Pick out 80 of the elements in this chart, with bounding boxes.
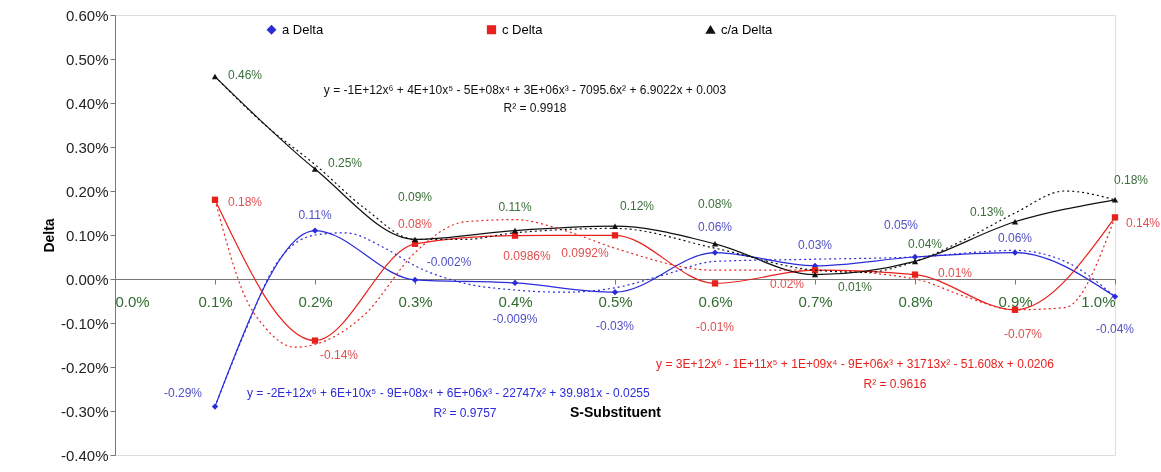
point (711, 241, 719, 247)
x-tick-label: 0.3% (398, 292, 433, 310)
point (1111, 197, 1119, 203)
x-axis-title: S-Substituent (570, 404, 662, 421)
annotation: R² = 0.9616 (863, 377, 927, 391)
data-label: -0.29% (163, 385, 203, 400)
legend-label: a Delta (282, 21, 324, 37)
x-tick-label: 0.1% (198, 292, 233, 310)
data-label: 0.01% (837, 279, 873, 294)
data-label: 0.14% (1125, 216, 1161, 231)
point (511, 279, 519, 287)
y-tick-label: 0.60% (65, 6, 109, 24)
x-tick-label: 0.2% (298, 292, 333, 310)
x-tick-label: 0.8% (898, 292, 933, 310)
point (1011, 219, 1019, 225)
data-label: -0.01% (695, 320, 735, 335)
data-label: 0.08% (397, 216, 433, 231)
point (311, 166, 319, 172)
data-label: 0.09% (397, 190, 433, 205)
annotation: y = -2E+12x⁶ + 6E+10x⁵ - 9E+08x⁴ + 6E+06x³ - 22747x² + 39.981x - 0.0255 (247, 386, 650, 400)
point (311, 227, 319, 234)
x-tick-label: 0.5% (598, 292, 633, 310)
point (711, 249, 719, 256)
legend-label: c Delta (502, 21, 544, 37)
point (611, 289, 619, 296)
x-tick-label: 0.6% (698, 292, 733, 310)
data-label: 0.12% (619, 199, 655, 214)
data-label: -0.07% (1003, 326, 1043, 341)
point (911, 271, 919, 278)
y-axis-title: Delta (40, 218, 57, 253)
data-label: 0.0992% (561, 246, 610, 261)
data-label: 0.25% (327, 156, 363, 170)
data-label: -0.03% (595, 319, 635, 334)
data-label: -0.14% (319, 347, 359, 362)
point (611, 232, 619, 239)
data-label: 0.11% (298, 207, 332, 222)
data-label: 0.01% (937, 265, 973, 280)
point (611, 223, 619, 229)
y-tick-label: 0.10% (65, 226, 109, 244)
y-tick-label: 0.20% (65, 182, 109, 200)
data-label: 0.46% (227, 67, 263, 82)
point (411, 276, 419, 284)
x-tick-label: 0.7% (798, 292, 833, 310)
data-label: -0.009% (492, 311, 538, 326)
annotation: R² = 0.9757 (433, 406, 497, 420)
data-label: -0.04% (1095, 321, 1135, 336)
data-label: 0.13% (969, 204, 1005, 219)
x-tick-label: 1.0% (1081, 292, 1116, 310)
point (311, 337, 319, 344)
legend-label: c/a Delta (721, 21, 774, 37)
x-tick-label: 0.9% (998, 292, 1033, 310)
y-tick-label: 0.50% (65, 50, 109, 68)
y-tick-label: -0.30% (60, 402, 109, 420)
y-tick-label: 0.40% (65, 94, 109, 112)
y-tick-label: -0.20% (60, 358, 109, 376)
data-label: -0.002% (426, 254, 472, 269)
data-label: 0.18% (227, 194, 263, 209)
data-label: 0.06% (697, 219, 733, 234)
y-tick-label: -0.10% (60, 314, 109, 332)
data-label: 0.06% (997, 230, 1033, 245)
annotation: y = 3E+12x⁶ - 1E+11x⁵ + 1E+09x⁴ - 9E+06x³ + 31713x² - 51.608x + 0.0206 (656, 357, 1055, 371)
point (1111, 214, 1119, 221)
point (811, 271, 819, 278)
data-label: 0.03% (797, 237, 833, 252)
data-label: 0.08% (697, 196, 733, 211)
point (711, 280, 719, 287)
y-tick-label: 0.30% (65, 138, 109, 156)
y-tick-label: 0.00% (65, 270, 109, 288)
data-label: 0.11% (498, 199, 532, 214)
data-label: 0.02% (769, 277, 805, 292)
data-label: 0.05% (883, 218, 919, 232)
annotation: R² = 0.9918 (503, 101, 567, 115)
y-tick-label: -0.40% (60, 446, 109, 464)
x-tick-label: 0.4% (498, 292, 533, 310)
x-tick-label: 0.0% (115, 292, 150, 310)
point (911, 253, 919, 261)
data-label: 0.04% (907, 237, 943, 252)
data-label: 0.0986% (503, 248, 552, 263)
annotation: y = -1E+12x⁶ + 4E+10x⁵ - 5E+08x⁴ + 3E+06x³ - 7095.6x² + 6.9022x + 0.003 (323, 83, 727, 97)
data-label: 0.18% (1113, 172, 1149, 187)
